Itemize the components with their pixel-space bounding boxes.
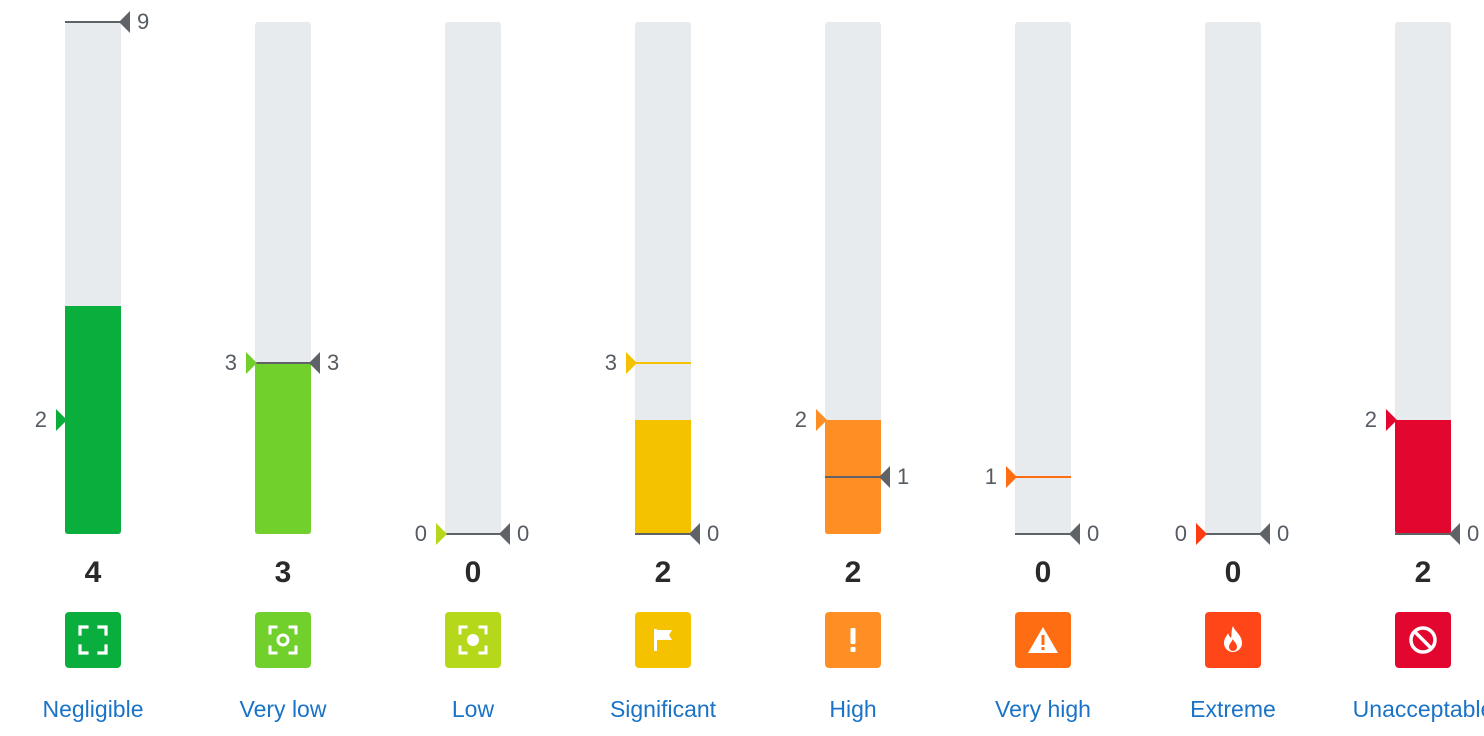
previous-marker-line	[1395, 533, 1451, 535]
previous-marker-label: 0	[517, 521, 530, 546]
target-marker-label: 0	[414, 521, 427, 546]
category-label-link[interactable]: Negligible	[42, 696, 144, 722]
previous-marker-line	[1015, 533, 1071, 535]
target-marker-label: 3	[224, 350, 237, 376]
bar-track	[1205, 22, 1261, 534]
previous-marker-arrow	[1069, 523, 1080, 545]
previous-marker-arrow	[499, 523, 510, 545]
target-marker-arrow	[56, 409, 67, 432]
previous-marker-label: 9	[137, 9, 150, 34]
focus-ring-icon	[255, 612, 311, 668]
bar-track	[445, 22, 501, 534]
target-marker-arrow	[436, 523, 447, 545]
bar[interactable]	[65, 306, 121, 534]
target-marker-label: 3	[604, 350, 617, 376]
bar[interactable]	[255, 363, 311, 534]
count-value: 0	[464, 556, 482, 589]
focus-dot-icon	[445, 612, 501, 668]
previous-marker-line	[1205, 533, 1261, 535]
previous-marker-label: 0	[1277, 521, 1290, 546]
category-label-link[interactable]: Very low	[239, 696, 327, 722]
bar-track	[635, 22, 691, 534]
target-marker-label: 0	[1174, 521, 1187, 546]
category-column: 1 2 2 High	[760, 0, 950, 736]
bar-track	[825, 22, 881, 534]
target-marker-arrow	[1006, 466, 1017, 489]
target-marker-arrow	[626, 352, 637, 375]
target-marker-label: 1	[984, 464, 997, 490]
previous-marker-line	[65, 21, 121, 23]
target-marker-arrow	[1386, 409, 1397, 432]
category-column: 0 2 2 Unacceptable	[1330, 0, 1484, 736]
count-value: 2	[654, 556, 672, 589]
target-marker-line	[1015, 476, 1071, 479]
count-value: 2	[844, 556, 862, 589]
count-value: 2	[1414, 556, 1432, 589]
category-label-link[interactable]: High	[829, 696, 877, 722]
count-value: 3	[274, 556, 292, 589]
bar-track	[65, 22, 121, 534]
previous-marker-line	[635, 533, 691, 535]
target-marker-arrow	[246, 352, 257, 375]
previous-marker-arrow	[689, 523, 700, 545]
bar-track	[1015, 22, 1071, 534]
category-label-link[interactable]: Unacceptable	[1352, 696, 1484, 722]
previous-marker-arrow	[879, 466, 890, 489]
category-label-link[interactable]: Very high	[995, 696, 1091, 722]
previous-marker-arrow	[1449, 523, 1460, 545]
previous-marker-label: 1	[897, 464, 910, 490]
previous-marker-line	[445, 533, 501, 535]
target-marker-label: 2	[1364, 407, 1377, 433]
count-value: 4	[84, 556, 102, 589]
bar-track	[1395, 22, 1451, 534]
previous-marker-label: 0	[707, 521, 720, 546]
category-label-link[interactable]: Extreme	[1190, 696, 1276, 722]
target-marker-arrow	[1196, 523, 1207, 545]
exclamation-icon	[825, 612, 881, 668]
previous-marker-label: 3	[327, 350, 340, 376]
category-column: 0 3 2 Significant	[570, 0, 760, 736]
count-value: 0	[1224, 556, 1242, 589]
bar[interactable]	[635, 420, 691, 534]
category-label-link[interactable]: Low	[451, 696, 495, 722]
previous-marker-label: 0	[1467, 521, 1480, 546]
warning-triangle-icon	[1015, 612, 1071, 668]
bar[interactable]	[1395, 420, 1451, 534]
bar-track	[255, 22, 311, 534]
previous-marker-label: 0	[1087, 521, 1100, 546]
count-value: 0	[1034, 556, 1052, 589]
previous-marker-arrow	[1259, 523, 1270, 545]
category-column: 3 3 3 Very low	[190, 0, 380, 736]
prohibited-icon	[1395, 612, 1451, 668]
target-marker-label: 2	[34, 407, 47, 433]
previous-marker-arrow	[119, 11, 130, 33]
fire-icon	[1205, 612, 1261, 668]
target-marker-line	[635, 362, 691, 365]
previous-marker-arrow	[309, 352, 320, 375]
category-column: 0 0 0 Low	[380, 0, 570, 736]
target-marker-label: 2	[794, 407, 807, 433]
category-column: 0 1 0 Very high	[950, 0, 1140, 736]
category-column: 9 2 4 Negligible	[0, 0, 190, 736]
focus-frame-icon	[65, 612, 121, 668]
category-label-link[interactable]: Significant	[609, 696, 717, 722]
category-column: 0 0 0 Extreme	[1140, 0, 1330, 736]
previous-marker-line	[255, 362, 311, 365]
target-marker-arrow	[816, 409, 827, 432]
previous-marker-line	[825, 476, 881, 479]
flag-icon	[635, 612, 691, 668]
